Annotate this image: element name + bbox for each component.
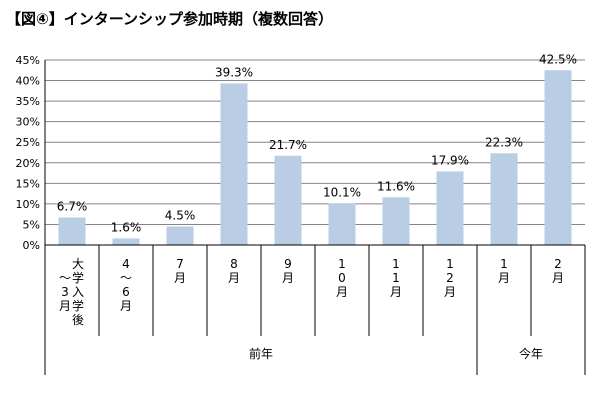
bar [220,83,248,245]
category-label-char: 月 [59,299,71,313]
data-label: 4.5% [165,209,196,223]
bar [490,153,518,245]
y-tick-label: 15% [16,177,40,190]
data-label: 17.9% [431,153,469,167]
group-label: 前年 [249,346,273,361]
bar [382,197,410,245]
category-label-char: 1 [446,257,454,271]
y-tick-label: 25% [16,136,40,149]
bar [274,155,302,245]
category-label-char: 学 [72,298,84,313]
category-label-char: 月 [390,285,402,299]
bar [112,238,140,245]
category-label-char: 入 [72,285,84,299]
category-label-char: 7 [176,257,184,271]
category-label-char: 8 [230,257,238,271]
category-label-char: 月 [228,271,240,285]
category-label-char: 大 [72,257,84,271]
y-tick-label: 45% [16,54,40,67]
category-label-char: 1 [338,257,346,271]
y-tick-label: 0% [23,239,40,252]
y-tick-label: 5% [23,218,40,231]
category-label-char: ～ [120,271,132,285]
data-label: 10.1% [323,185,361,199]
category-label-char: 2 [554,257,562,271]
group-label: 今年 [519,346,543,361]
y-tick-label: 40% [16,75,40,88]
chart-title: 【図④】インターンシップ参加時期（複数回答） [6,10,333,28]
category-label-char: 2 [446,271,454,285]
bar [328,203,356,245]
data-label: 22.3% [485,135,523,149]
y-tick-label: 30% [16,116,40,129]
category-label-char: 1 [392,271,400,285]
bar [58,217,86,245]
bar [166,226,194,245]
category-label-char: 月 [282,271,294,285]
category-label-char: 3 [61,285,69,299]
y-tick-label: 10% [16,198,40,211]
y-tick-label: 35% [16,95,40,108]
category-label-char: 月 [498,271,510,285]
category-label-char: 6 [122,285,130,299]
y-tick-label: 20% [16,157,40,170]
data-label: 1.6% [111,220,142,234]
data-label: 39.3% [215,65,253,79]
category-label-char: 月 [120,299,132,313]
category-label-char: 9 [284,257,292,271]
category-label-char: 月 [552,271,564,285]
data-label: 6.7% [57,199,88,213]
category-label-char: 0 [338,271,346,285]
category-label-char: 月 [444,285,456,299]
category-label-char: 月 [174,271,186,285]
category-label-char: 4 [122,257,130,271]
category-label-char: 1 [392,257,400,271]
data-label: 42.5% [539,52,577,66]
category-label-char: 月 [336,285,348,299]
category-label-char: 後 [72,313,84,327]
bar [436,171,464,245]
category-label-char: 1 [500,257,508,271]
category-label-char: 学 [72,270,84,285]
data-label: 21.7% [269,138,307,152]
bar [544,70,572,246]
data-label: 11.6% [377,179,415,193]
category-label-char: ～ [59,271,71,285]
